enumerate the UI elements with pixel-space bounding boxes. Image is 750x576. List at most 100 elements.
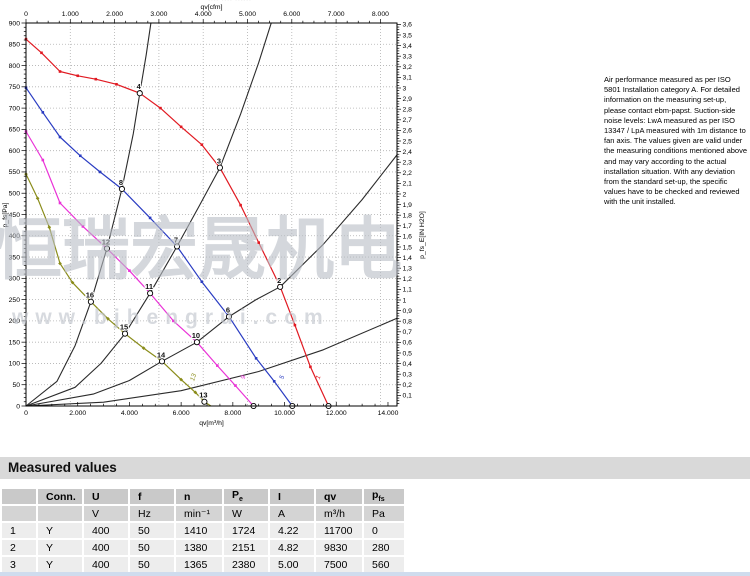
svg-text:0,6: 0,6 xyxy=(403,340,413,347)
table-row: 3 Y 400 50 1365 2380 5.00 7500 560 xyxy=(2,557,404,572)
svg-text:1,1: 1,1 xyxy=(403,287,413,294)
svg-text:10.000: 10.000 xyxy=(274,410,295,417)
svg-text:p_fs_E[IN H2O]: p_fs_E[IN H2O] xyxy=(419,211,426,259)
table-row-cell: 2151 xyxy=(224,540,268,555)
svg-text:13: 13 xyxy=(189,373,198,382)
table-row-cell: Y xyxy=(38,557,82,572)
table-row-cell: 50 xyxy=(130,540,174,555)
table-header-row-cell: pfs xyxy=(364,489,404,504)
svg-text:14.000: 14.000 xyxy=(378,410,399,417)
svg-text:0,9: 0,9 xyxy=(403,308,413,315)
svg-text:250: 250 xyxy=(9,297,21,304)
svg-text:150: 150 xyxy=(9,339,21,346)
svg-text:0,5: 0,5 xyxy=(403,350,413,357)
table-row: 2 Y 400 50 1380 2151 4.82 9830 280 xyxy=(2,540,404,555)
svg-text:3,1: 3,1 xyxy=(403,75,413,82)
svg-text:11: 11 xyxy=(145,282,153,291)
table-unit-row-cell: min⁻¹ xyxy=(176,506,222,521)
svg-text:2: 2 xyxy=(403,191,407,198)
svg-text:0,4: 0,4 xyxy=(403,361,413,368)
table-row-cell: 1 xyxy=(2,523,36,538)
svg-text:qv[m³/h]: qv[m³/h] xyxy=(199,420,224,427)
table-unit-row-cell: V xyxy=(84,506,128,521)
svg-text:0,7: 0,7 xyxy=(403,329,413,336)
table-row-cell: 400 xyxy=(84,523,128,538)
svg-text:10: 10 xyxy=(192,331,200,340)
svg-text:750: 750 xyxy=(9,84,21,91)
svg-text:1.000: 1.000 xyxy=(62,11,79,18)
table-row-cell: 1380 xyxy=(176,540,222,555)
table-header-row-cell: U xyxy=(84,489,128,504)
svg-text:350: 350 xyxy=(9,254,21,261)
table-header-row-cell: qv xyxy=(316,489,362,504)
table-unit-row-cell: W xyxy=(224,506,268,521)
svg-text:2: 2 xyxy=(277,276,281,285)
table-unit-row-cell: Hz xyxy=(130,506,174,521)
table-row-cell: Y xyxy=(38,540,82,555)
table-unit-row-cell xyxy=(2,506,36,521)
svg-text:1,5: 1,5 xyxy=(403,244,413,251)
table-header-row-cell: n xyxy=(176,489,222,504)
svg-text:7: 7 xyxy=(174,235,178,244)
svg-text:0,3: 0,3 xyxy=(403,371,413,378)
svg-text:0: 0 xyxy=(24,410,28,417)
svg-text:100: 100 xyxy=(9,361,21,368)
svg-text:8.000: 8.000 xyxy=(372,11,389,18)
chart-grid xyxy=(26,23,397,406)
table-header-row-cell xyxy=(2,489,36,504)
svg-text:0,2: 0,2 xyxy=(403,382,413,389)
table-row-cell: 1410 xyxy=(176,523,222,538)
svg-text:600: 600 xyxy=(9,148,21,155)
svg-text:14: 14 xyxy=(157,350,166,359)
svg-text:2,8: 2,8 xyxy=(403,106,413,113)
table-row-cell: 1365 xyxy=(176,557,222,572)
svg-text:1: 1 xyxy=(403,297,407,304)
fan-curves xyxy=(24,37,330,407)
svg-text:7.000: 7.000 xyxy=(328,11,345,18)
svg-text:13: 13 xyxy=(199,391,207,400)
chart-axes: 0501001502002503003504004505005506006507… xyxy=(2,4,426,427)
svg-text:200: 200 xyxy=(9,318,21,325)
table-row-cell: 4.22 xyxy=(270,523,314,538)
svg-text:1,2: 1,2 xyxy=(403,276,413,283)
svg-text:9: 9 xyxy=(240,374,248,380)
svg-text:1,7: 1,7 xyxy=(403,223,413,230)
table-row-cell: 4.82 xyxy=(270,540,314,555)
svg-text:0: 0 xyxy=(24,11,28,18)
table-unit-row-cell xyxy=(38,506,82,521)
table-row-cell: 400 xyxy=(84,557,128,572)
svg-text:850: 850 xyxy=(9,42,21,49)
table-row-cell: 1724 xyxy=(224,523,268,538)
svg-text:550: 550 xyxy=(9,169,21,176)
svg-text:3,5: 3,5 xyxy=(403,32,413,39)
svg-text:900: 900 xyxy=(9,20,21,27)
svg-text:400: 400 xyxy=(9,233,21,240)
table-row-cell: 50 xyxy=(130,557,174,572)
table-row-cell: 50 xyxy=(130,523,174,538)
svg-text:1: 1 xyxy=(315,374,323,380)
table-row-cell: 560 xyxy=(364,557,404,572)
fan-performance-chart: 1591323467810111213141516050100150200250… xyxy=(2,4,426,427)
svg-text:2,4: 2,4 xyxy=(403,149,413,156)
svg-text:12.000: 12.000 xyxy=(326,410,347,417)
table-row-cell: 0 xyxy=(364,523,404,538)
svg-text:6: 6 xyxy=(226,306,230,315)
svg-text:8.000: 8.000 xyxy=(224,410,241,417)
table-row-cell: 5.00 xyxy=(270,557,314,572)
section-title-measured-values: Measured values xyxy=(0,457,750,479)
svg-text:2,1: 2,1 xyxy=(403,181,413,188)
svg-text:8: 8 xyxy=(119,178,123,187)
bottom-strip xyxy=(0,572,750,576)
table-row: 1 Y 400 50 1410 1724 4.22 11700 0 xyxy=(2,523,404,538)
table-row-cell: 9830 xyxy=(316,540,362,555)
svg-text:1,3: 1,3 xyxy=(403,265,413,272)
svg-text:4.000: 4.000 xyxy=(121,410,138,417)
svg-text:650: 650 xyxy=(9,127,21,134)
table-row-cell: 400 xyxy=(84,540,128,555)
svg-text:800: 800 xyxy=(9,63,21,70)
svg-text:6.000: 6.000 xyxy=(283,11,300,18)
